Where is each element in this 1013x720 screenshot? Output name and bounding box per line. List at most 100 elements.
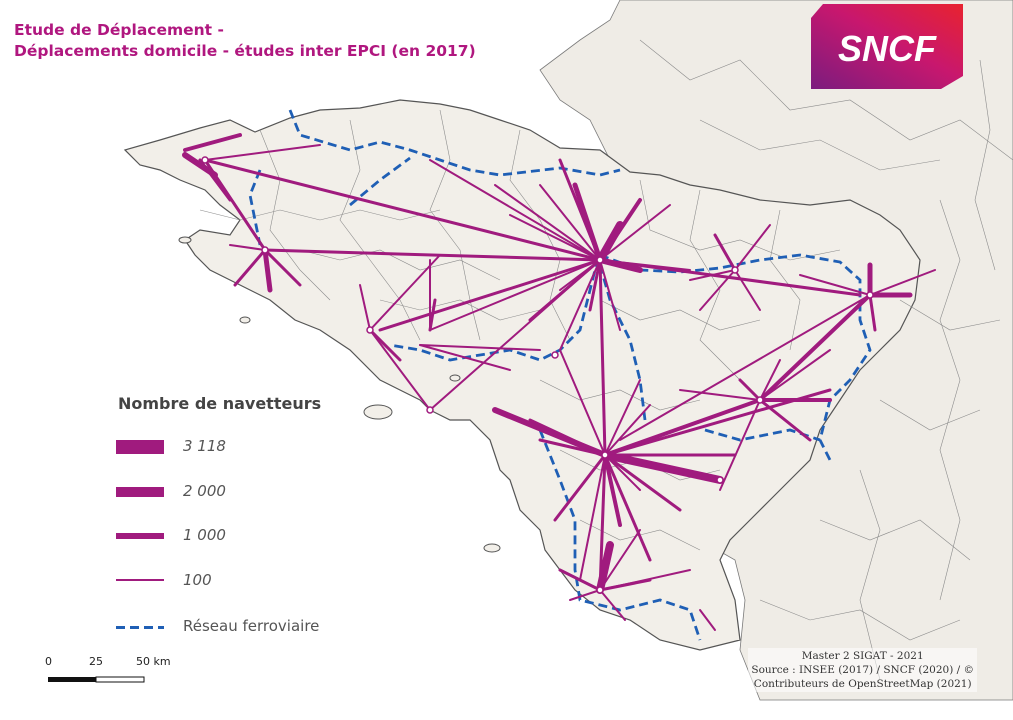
legend-label-1000: 1 000 — [183, 526, 226, 544]
map-credits: Master 2 SIGAT - 2021 Source : INSEE (20… — [748, 648, 977, 692]
flow-line — [233, 248, 267, 287]
boundary-line — [509, 129, 571, 341]
flow-line — [604, 454, 641, 491]
flow-hub — [201, 156, 209, 164]
legend-label-100: 100 — [183, 571, 212, 589]
flow-line — [229, 244, 266, 251]
flow-line — [679, 389, 761, 401]
flow-line — [204, 144, 321, 161]
flow-line — [596, 221, 624, 264]
scale-label-0: 0 — [45, 655, 52, 668]
flow-line — [369, 329, 431, 411]
flow-line — [528, 418, 607, 457]
legend-rail-label: Réseau ferroviaire — [183, 617, 320, 635]
flow-hub — [731, 266, 739, 274]
boundary-line — [379, 299, 541, 321]
flow-line — [758, 293, 872, 402]
flow-line — [599, 259, 621, 331]
flow-line — [869, 269, 936, 296]
island — [483, 543, 501, 553]
flow-line — [759, 349, 831, 401]
flow-line — [429, 259, 601, 411]
flow-line — [738, 378, 762, 402]
flow-hub — [756, 396, 764, 404]
flow-line — [689, 269, 736, 281]
flow-line — [494, 184, 601, 261]
flow-line — [183, 133, 242, 152]
boundary-line — [759, 599, 961, 641]
flow-line — [559, 259, 601, 351]
flow-line — [429, 259, 601, 331]
flow-hub — [596, 586, 604, 594]
flow-line — [734, 269, 761, 311]
boundary-line — [939, 199, 961, 601]
scale-label-25: 25 — [89, 655, 103, 668]
flow-line — [598, 453, 607, 592]
flow-line — [572, 182, 603, 263]
flow-line — [601, 451, 724, 484]
legend-bar-3118 — [116, 440, 164, 454]
credits-line1: Master 2 SIGAT - 2021 — [801, 650, 924, 662]
boundary-line — [899, 299, 1001, 331]
island — [239, 316, 251, 324]
flow-hubs — [201, 156, 874, 594]
boundary-line — [859, 469, 881, 681]
flow-line — [509, 214, 601, 261]
flow-line — [599, 529, 641, 591]
flow-line — [368, 328, 402, 362]
flow-line — [604, 404, 651, 456]
logo-wordmark: SNCF — [838, 28, 937, 69]
rail-network — [248, 109, 872, 641]
flow-line — [262, 247, 273, 293]
flow-line — [604, 379, 641, 456]
boundary-line — [819, 519, 971, 561]
flow-line — [759, 359, 781, 401]
flow-line — [378, 258, 602, 332]
flow-line — [599, 569, 691, 591]
boundary-line — [259, 129, 331, 301]
flow-line — [599, 589, 626, 621]
flow-hub — [551, 351, 559, 359]
island — [449, 374, 461, 382]
flow-line — [734, 224, 771, 271]
scale-bar — [48, 676, 145, 683]
flow-hub — [261, 246, 269, 254]
epci-boundaries — [199, 39, 1013, 681]
island — [178, 236, 192, 244]
flow-line — [598, 258, 862, 297]
boundary-line — [599, 299, 761, 331]
flow-line — [758, 398, 812, 442]
flow-hub — [426, 406, 434, 414]
flow-line — [553, 453, 607, 522]
boundary-line — [429, 109, 481, 341]
flow-line — [558, 568, 602, 592]
flow-line — [713, 233, 737, 272]
boundary-line — [689, 189, 741, 381]
map-title-line1: Etude de Déplacement - — [14, 21, 224, 39]
flow-line — [263, 248, 302, 287]
flow-line — [419, 344, 511, 371]
flow-line — [596, 541, 614, 594]
legend-bar-1000 — [116, 533, 164, 539]
flow-hub — [596, 256, 604, 264]
legend-bar-100 — [116, 579, 164, 581]
boundary-line — [339, 119, 421, 341]
boundary-line — [539, 379, 701, 411]
logo-background — [811, 4, 963, 89]
flow-line — [419, 344, 541, 351]
boundary-line — [639, 39, 1013, 161]
flow-line — [198, 158, 232, 202]
credits-line2: Source : INSEE (2017) / SNCF (2020) / © — [751, 664, 974, 676]
flow-line — [619, 294, 871, 441]
flow-line — [263, 248, 602, 262]
legend-label-2000: 2 000 — [183, 482, 226, 500]
flow-line — [603, 453, 622, 527]
flow-line — [598, 258, 607, 457]
flow-hub — [366, 326, 374, 334]
flow-line — [538, 438, 607, 457]
flow-line — [719, 399, 761, 491]
flow-line — [539, 184, 601, 261]
scale-label-50: 50 km — [136, 655, 171, 668]
boundary-line — [299, 249, 501, 281]
